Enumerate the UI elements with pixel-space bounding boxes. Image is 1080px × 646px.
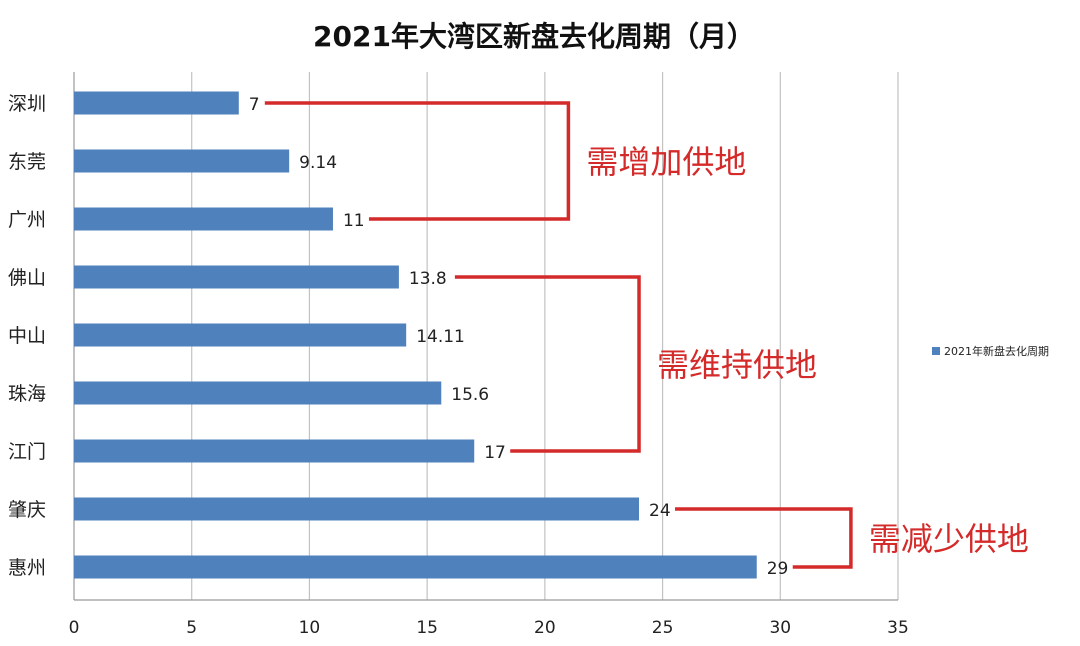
data-label: 11 <box>343 211 365 231</box>
data-label: 7 <box>249 95 260 115</box>
x-tick-label: 15 <box>416 618 438 638</box>
bar <box>74 555 757 579</box>
data-label: 9.14 <box>299 153 337 173</box>
annotation-bracket <box>264 101 571 221</box>
bar <box>74 207 333 231</box>
chart-title: 2021年大湾区新盘去化周期（月） <box>313 20 755 53</box>
x-axis-ticks: 0 5 10 15 20 25 30 35 <box>69 618 909 638</box>
bar <box>74 265 399 289</box>
data-label: 14.11 <box>416 327 465 347</box>
x-tick-label: 20 <box>534 618 556 638</box>
bar <box>74 149 290 173</box>
bar <box>74 323 407 347</box>
category-label: 珠海 <box>8 383 46 405</box>
category-label: 东莞 <box>8 151 46 173</box>
legend-label: 2021年新盘去化周期 <box>944 344 1049 358</box>
data-label: 13.8 <box>409 269 447 289</box>
category-label: 中山 <box>8 325 46 347</box>
category-label: 深圳 <box>8 93 46 115</box>
bar <box>74 497 640 521</box>
x-tick-label: 10 <box>299 618 321 638</box>
x-tick-label: 25 <box>652 618 674 638</box>
category-label: 江门 <box>8 441 46 463</box>
data-label: 15.6 <box>451 385 489 405</box>
data-label: 29 <box>767 559 789 579</box>
annotation-label: 需减少供地 <box>869 520 1029 558</box>
data-label: 17 <box>484 443 506 463</box>
category-label: 肇庆 <box>8 499 46 521</box>
bars: 深圳 7 东莞 9.14 广州 11 佛山 13.8 中山 14.11 珠海 15.6 江门 17 肇庆 24… <box>8 91 789 579</box>
x-tick-label: 5 <box>186 618 197 638</box>
legend-swatch <box>932 347 940 355</box>
annotation-bracket <box>454 275 641 453</box>
x-tick-label: 35 <box>887 618 909 638</box>
legend: 2021年新盘去化周期 <box>932 344 1049 358</box>
annotation-label: 需维持供地 <box>657 346 817 384</box>
x-tick-label: 30 <box>769 618 791 638</box>
annotation-label: 需增加供地 <box>586 143 746 181</box>
x-tick-label: 0 <box>69 618 80 638</box>
bar <box>74 91 239 115</box>
category-label: 惠州 <box>8 557 46 579</box>
annotation-bracket <box>675 507 853 569</box>
category-label: 佛山 <box>8 267 46 289</box>
bar <box>74 381 442 405</box>
category-label: 广州 <box>8 209 46 231</box>
bar <box>74 439 475 463</box>
data-label: 24 <box>649 501 671 521</box>
